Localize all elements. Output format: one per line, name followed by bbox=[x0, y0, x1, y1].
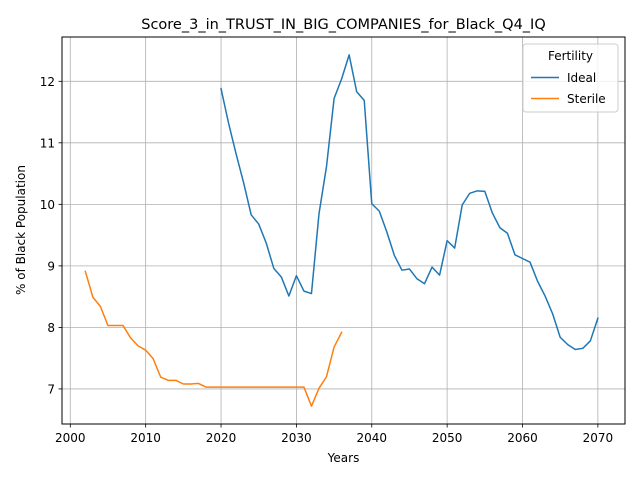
x-tick-label: 2040 bbox=[356, 431, 387, 445]
y-tick-label: 11 bbox=[40, 136, 55, 150]
y-axis-label: % of Black Population bbox=[14, 165, 28, 295]
plot-frame bbox=[61, 36, 626, 425]
y-tick-label: 8 bbox=[47, 321, 55, 335]
y-tick-label: 7 bbox=[47, 382, 55, 396]
x-tick-label: 2020 bbox=[206, 431, 237, 445]
x-tick-label: 2030 bbox=[281, 431, 312, 445]
y-tick-label: 12 bbox=[40, 75, 55, 89]
series-line-sterile bbox=[84, 270, 343, 407]
x-tick-label: 2060 bbox=[507, 431, 538, 445]
legend-title: Fertility bbox=[548, 49, 593, 63]
y-axis: 7 8 9 10 11 12 bbox=[40, 75, 62, 396]
legend: Fertility Ideal Sterile bbox=[522, 43, 619, 113]
y-tick-label: 9 bbox=[47, 259, 55, 273]
x-axis-label: Years bbox=[327, 451, 360, 465]
legend-label-ideal: Ideal bbox=[567, 71, 596, 85]
x-tick-label: 2050 bbox=[432, 431, 463, 445]
legend-label-sterile: Sterile bbox=[567, 92, 606, 106]
chart-title: Score_3_in_TRUST_IN_BIG_COMPANIES_for_Bl… bbox=[141, 17, 546, 33]
y-tick-label: 10 bbox=[40, 198, 55, 212]
x-tick-label: 2010 bbox=[130, 431, 161, 445]
series-line-ideal bbox=[220, 54, 599, 351]
x-tick-label: 2070 bbox=[583, 431, 614, 445]
x-tick-label: 2000 bbox=[55, 431, 86, 445]
legend-box bbox=[522, 43, 619, 113]
x-axis: 2000 2010 2020 2030 2040 2050 2060 2070 bbox=[55, 424, 613, 445]
series-lines bbox=[84, 54, 599, 407]
